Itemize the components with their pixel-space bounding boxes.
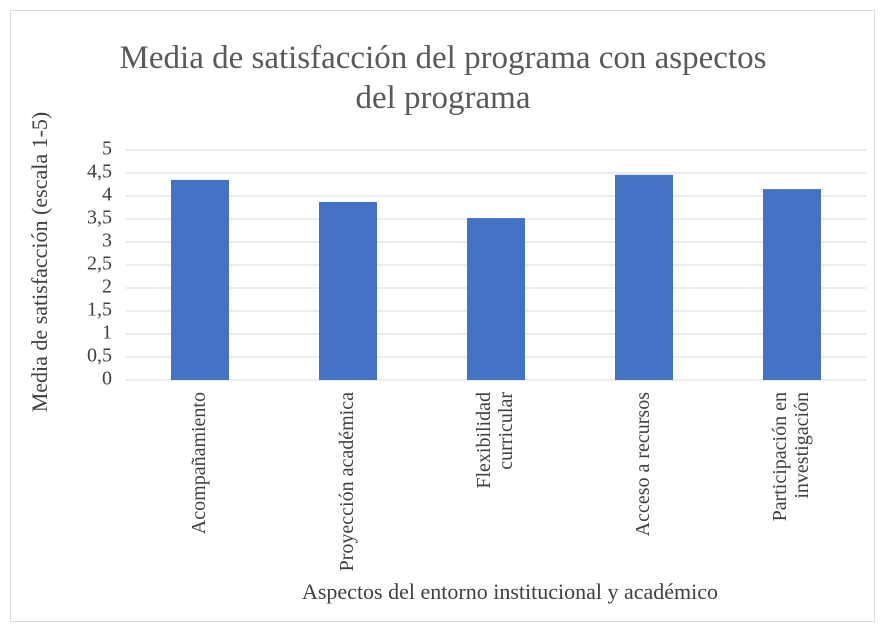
y-tick-label: 3,5	[87, 207, 112, 229]
y-tick-label: 2,5	[87, 253, 112, 275]
y-tick-label: 4,5	[87, 161, 112, 183]
bar	[763, 189, 821, 380]
y-tick-label: 0,5	[87, 345, 112, 367]
y-tick-label: 0	[102, 368, 112, 390]
y-tick-label: 3	[102, 230, 112, 252]
y-tick-label: 2	[102, 276, 112, 298]
x-tick-label: Participación eninvestigación	[769, 392, 813, 521]
x-axis-title: Aspectos del entorno institucional y aca…	[302, 579, 718, 604]
y-axis-title: Media de satisfacción (escala 1-5)	[27, 112, 52, 413]
y-tick-label: 1	[102, 322, 112, 344]
bar	[615, 174, 673, 380]
x-tick-label: Acompañamiento	[188, 392, 210, 534]
x-tick-label: Proyección académica	[336, 392, 358, 571]
y-tick-label: 1,5	[87, 299, 112, 321]
x-tick-label: Acceso a recursos	[632, 392, 654, 537]
bar	[319, 201, 377, 380]
x-tick-label: Flexibilidadcurricular	[473, 392, 517, 489]
bar	[171, 179, 229, 380]
chart-title: Media de satisfacción del programa con a…	[120, 40, 767, 116]
y-tick-label: 5	[102, 138, 112, 160]
y-tick-label: 4	[102, 184, 112, 206]
chart-border	[10, 10, 875, 622]
bar	[467, 218, 525, 380]
